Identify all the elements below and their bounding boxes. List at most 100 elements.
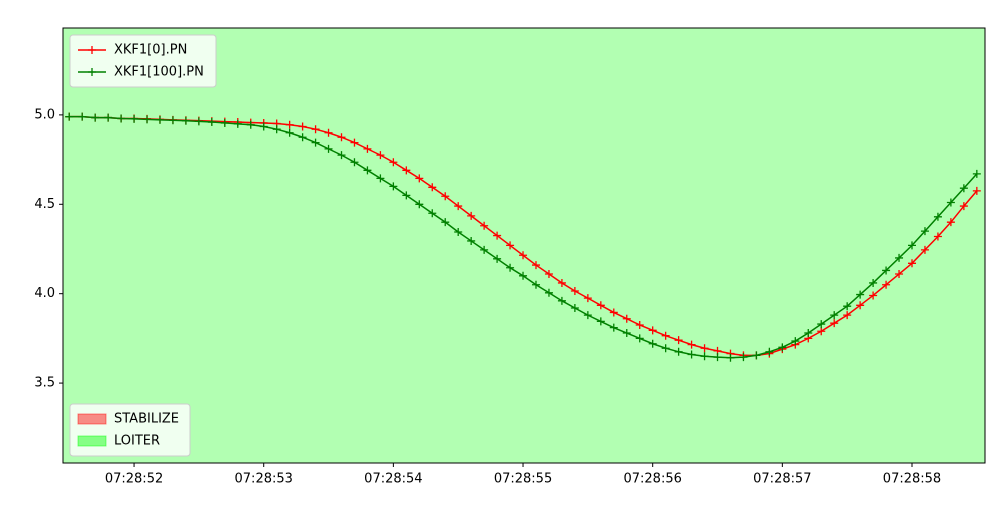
marker: [311, 138, 320, 147]
marker: [402, 166, 411, 175]
marker: [791, 337, 800, 346]
legend-marker: [88, 46, 96, 54]
marker: [428, 209, 437, 218]
legends: XKF1[0].PN XKF1[100].PN STABILIZE LOITER: [69, 34, 217, 457]
marker: [830, 311, 839, 320]
x-tick-label: 07:28:52: [105, 472, 163, 487]
marker: [622, 329, 631, 338]
legend-marker: [88, 68, 96, 76]
marker: [895, 253, 904, 262]
legend-label: XKF1[0].PN: [114, 43, 187, 58]
marker: [674, 347, 683, 356]
marker: [194, 117, 203, 126]
plot-area: [63, 28, 985, 463]
y-tick-label: 4.0: [34, 286, 55, 301]
marker: [946, 198, 955, 207]
y-tick-label: 4.5: [34, 197, 55, 212]
marker: [441, 192, 450, 201]
x-tick-label: 07:28:54: [364, 472, 422, 487]
marker: [155, 115, 164, 124]
marker: [363, 144, 372, 153]
marker: [596, 317, 605, 326]
marker: [817, 320, 826, 329]
y-tick-label: 5.0: [34, 107, 55, 122]
marker: [130, 114, 139, 123]
marker: [830, 319, 839, 328]
marker: [441, 218, 450, 227]
marker: [259, 122, 268, 131]
legend-label: LOITER: [114, 434, 160, 449]
marker: [609, 308, 618, 317]
marker: [661, 344, 670, 353]
marker: [117, 114, 126, 123]
marker: [804, 329, 813, 338]
marker: [713, 353, 722, 362]
marker: [454, 228, 463, 237]
marker: [765, 347, 774, 356]
marker: [933, 212, 942, 221]
marker: [609, 323, 618, 332]
marker: [544, 270, 553, 279]
x-tick-label: 07:28:55: [494, 472, 552, 487]
marker: [972, 186, 981, 195]
marker: [583, 311, 592, 320]
marker: [285, 120, 294, 129]
marker: [959, 184, 968, 193]
legend-box: [69, 403, 191, 457]
legend-label: XKF1[100].PN: [114, 65, 204, 80]
marker: [739, 353, 748, 362]
marker: [519, 251, 528, 260]
marker: [311, 125, 320, 134]
marker: [78, 112, 87, 121]
marker: [272, 125, 281, 134]
marker: [882, 280, 891, 289]
marker: [285, 128, 294, 137]
marker: [506, 241, 515, 250]
marker: [674, 336, 683, 345]
mode-span: [63, 28, 985, 463]
marker: [337, 133, 346, 142]
marker: [467, 211, 476, 220]
marker: [324, 128, 333, 137]
marker: [337, 151, 346, 160]
marker: [661, 331, 670, 340]
marker: [402, 191, 411, 200]
marker: [428, 183, 437, 192]
x-tick-label: 07:28:57: [753, 472, 811, 487]
marker: [233, 119, 242, 128]
marker: [350, 138, 359, 147]
marker: [648, 326, 657, 335]
marker: [972, 169, 981, 178]
marker: [207, 118, 216, 127]
marker: [583, 294, 592, 303]
marker: [363, 166, 372, 175]
marker: [856, 290, 865, 299]
y-tick-label: 3.5: [34, 376, 55, 391]
plot-frame: [62, 27, 986, 464]
axes: 07:28:52 07:28:53 07:28:54 07:28:55 07:28:56…: [34, 107, 941, 486]
marker: [869, 291, 878, 300]
marker: [895, 270, 904, 279]
marker: [143, 115, 152, 124]
marker: [376, 174, 385, 183]
marker: [246, 120, 255, 129]
marker: [596, 301, 605, 310]
marker: [817, 327, 826, 336]
marker: [389, 158, 398, 167]
legend-box: [69, 34, 217, 88]
marker: [376, 151, 385, 160]
marker: [181, 116, 190, 125]
marker: [350, 158, 359, 167]
marker: [389, 182, 398, 191]
marker: [220, 118, 229, 127]
marker: [91, 113, 100, 122]
marker: [480, 245, 489, 254]
marker: [506, 263, 515, 272]
marker: [908, 241, 917, 250]
marker: [544, 288, 553, 297]
marker: [298, 133, 307, 142]
marker: [687, 350, 696, 359]
marker: [324, 144, 333, 153]
x-tick-label: 07:28:58: [883, 472, 941, 487]
